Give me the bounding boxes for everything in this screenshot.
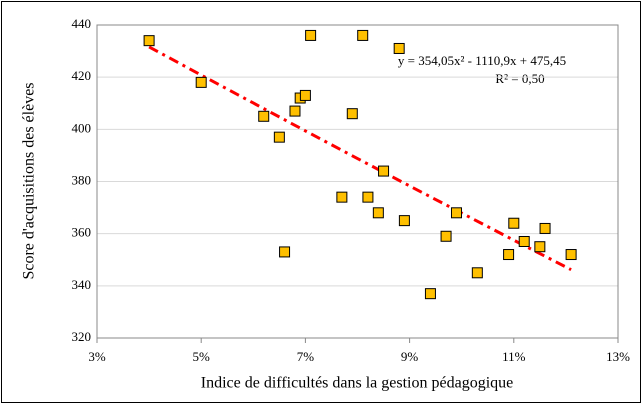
data-point — [143, 35, 155, 47]
data-point — [372, 207, 384, 219]
data-point — [424, 288, 436, 300]
x-tick-label: 13% — [606, 349, 630, 364]
y-tick-label: 420 — [72, 68, 92, 83]
data-point — [393, 42, 405, 54]
x-tick-label: 7% — [297, 349, 315, 364]
data-point — [518, 235, 530, 247]
data-point — [450, 207, 462, 219]
trend-equation: y = 354,05x² - 1110,9x + 475,45 — [398, 53, 566, 68]
r-squared: R² = 0,50 — [495, 71, 544, 86]
data-point — [565, 249, 577, 261]
y-tick-label: 380 — [72, 172, 92, 187]
data-point — [534, 241, 546, 253]
data-point — [357, 29, 369, 41]
data-point — [503, 249, 515, 261]
data-point — [378, 165, 390, 177]
y-tick-label: 340 — [72, 277, 92, 292]
x-tick-label: 11% — [502, 349, 526, 364]
data-point — [362, 191, 374, 203]
data-point — [299, 89, 311, 101]
y-tick-label: 440 — [72, 16, 92, 31]
y-tick-label: 360 — [72, 225, 92, 240]
data-point — [195, 76, 207, 88]
data-point — [346, 108, 358, 120]
data-point — [440, 230, 452, 242]
data-point — [289, 105, 301, 117]
data-point — [273, 131, 285, 143]
data-point — [398, 215, 410, 227]
data-point — [508, 217, 520, 229]
data-point — [539, 222, 551, 234]
data-point — [258, 110, 270, 122]
data-point — [305, 29, 317, 41]
trendline — [148, 45, 572, 271]
x-tick-label: 9% — [401, 349, 419, 364]
y-tick-label: 400 — [72, 120, 92, 135]
x-axis-label: Indice de difficultés dans la gestion pé… — [201, 375, 514, 392]
plot-border — [96, 24, 619, 339]
data-point — [336, 191, 348, 203]
data-point — [279, 246, 291, 258]
y-axis-label: Score d'acquisitions des élèves — [21, 82, 38, 279]
y-tick-label: 320 — [72, 329, 92, 344]
x-tick-label: 3% — [88, 349, 106, 364]
x-tick-label: 5% — [193, 349, 211, 364]
data-point — [471, 267, 483, 279]
